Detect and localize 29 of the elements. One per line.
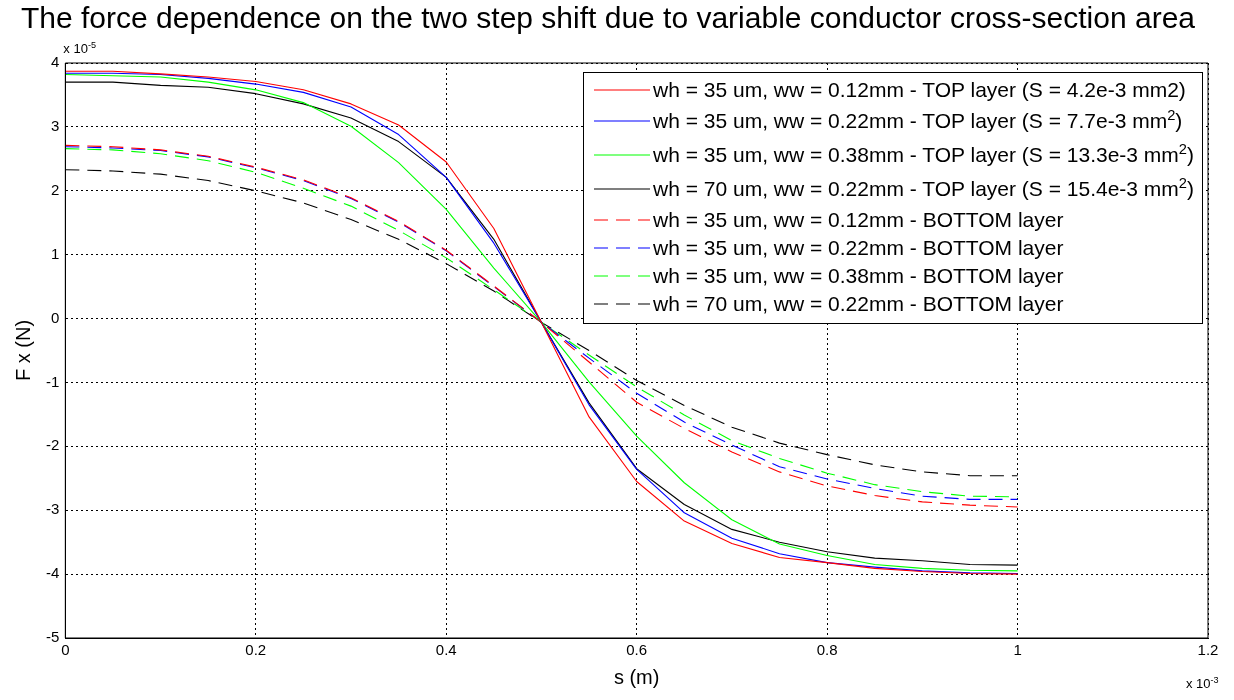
- y-tick-label: -1: [45, 372, 60, 390]
- text: x 10$^{-5}$: [63, 39, 96, 56]
- x-tick-label: 1: [1013, 641, 1022, 659]
- text: x 10$^{-3}$: [1186, 674, 1219, 691]
- legend-label: wh = 35 um, ww = 0.38mm - TOP layer (S = 13.3e-3 mm$^{2}$): [653, 141, 1194, 167]
- chart-title: The force dependence on the two step shift due to variable conductor cross-section area: [20, 1, 1196, 35]
- legend-label: wh = 35 um, ww = 0.22mm - TOP layer (S = 7.7e-3 mm$^{2}$): [653, 107, 1183, 133]
- y-tick-label: 3: [50, 117, 60, 135]
- legend-label: wh = 35 um, ww = 0.12mm - TOP layer (S = 4.2e-3 mm2): [653, 78, 1186, 102]
- x-axis-title: s (m): [613, 665, 660, 688]
- x-tick-label: 0.6: [626, 641, 648, 659]
- x-tick-label: 1.2: [1197, 641, 1219, 659]
- y-tick-label: -2: [45, 436, 60, 454]
- legend-label: wh = 70 um, ww = 0.22mm - BOTTOM layer: [653, 292, 1064, 316]
- legend-label: wh = 35 um, ww = 0.38mm - BOTTOM layer: [653, 264, 1064, 288]
- y-tick-label: -5: [45, 628, 60, 646]
- x-tick-label: 0.4: [435, 641, 457, 659]
- y-tick-label: 1: [50, 244, 60, 262]
- x-tick-label: 0.8: [816, 641, 838, 659]
- y-tick-label: -3: [45, 500, 60, 518]
- legend-label: wh = 35 um, ww = 0.22mm - BOTTOM layer: [653, 236, 1064, 260]
- y-tick-label: 4: [50, 53, 60, 71]
- x-tick-label: 0.2: [245, 641, 267, 659]
- legend-label: wh = 70 um, ww = 0.22mm - TOP layer (S = 15.4e-3 mm$^{2}$): [653, 175, 1194, 201]
- y-tick-label: 0: [50, 308, 60, 326]
- y-axis-title: F x (N): [11, 319, 34, 382]
- y-tick-label: -4: [45, 564, 60, 582]
- legend-label: wh = 35 um, ww = 0.12mm - BOTTOM layer: [653, 208, 1064, 232]
- y-tick-label: 2: [50, 180, 60, 198]
